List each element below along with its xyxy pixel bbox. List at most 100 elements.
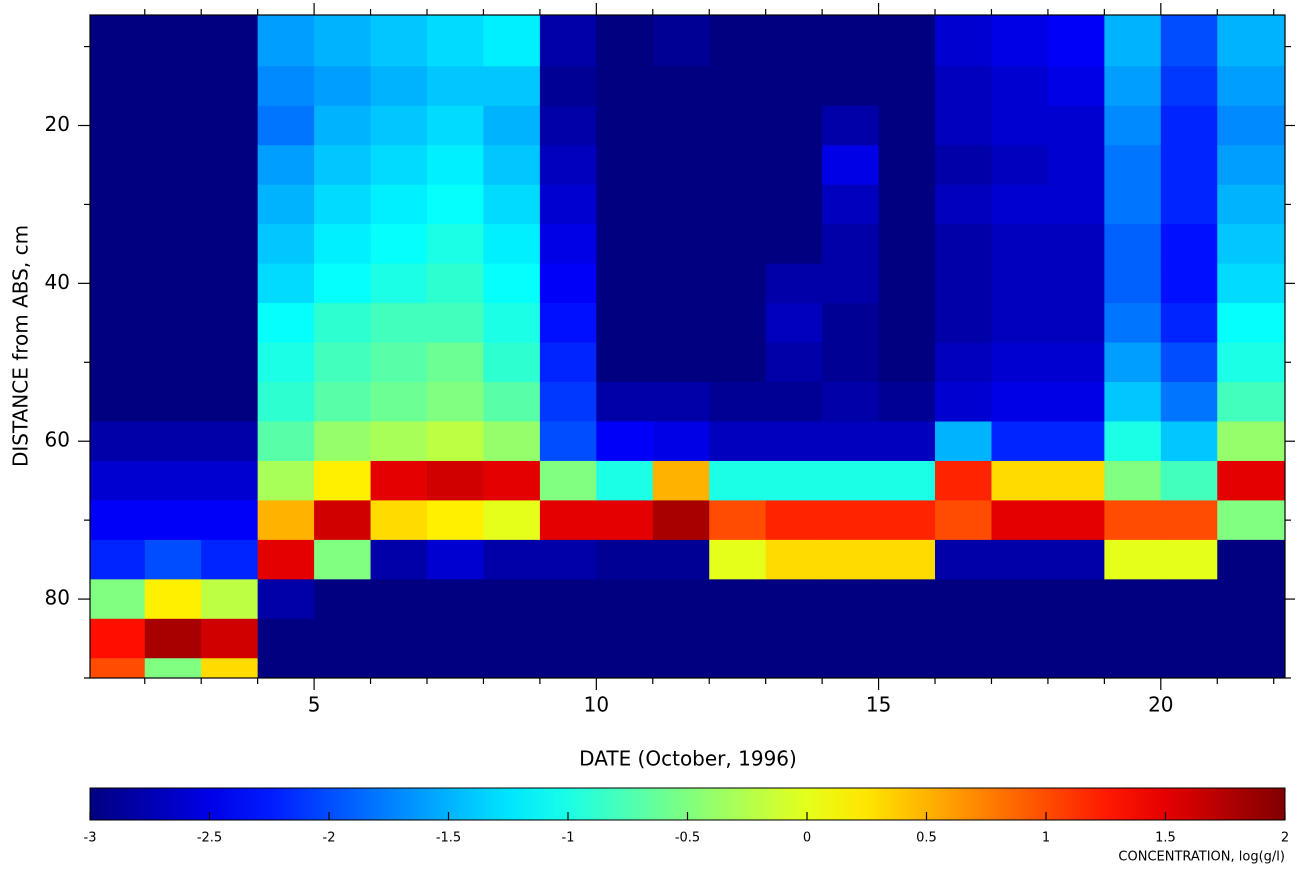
- heatmap-cell: [709, 184, 767, 225]
- heatmap-cell: [709, 658, 767, 679]
- heatmap-cell: [822, 342, 880, 383]
- heatmap-cell: [144, 658, 202, 679]
- heatmap-cell: [90, 224, 146, 265]
- heatmap-cell: [596, 342, 654, 383]
- heatmap-cell: [370, 421, 428, 462]
- heatmap-cell: [1047, 145, 1105, 186]
- heatmap-cell: [652, 263, 710, 304]
- heatmap-cell: [426, 382, 484, 422]
- colorbar-tick-label: -1.5: [436, 831, 461, 846]
- heatmap-cell: [991, 579, 1049, 620]
- heatmap-cell: [314, 263, 372, 304]
- heatmap-cell: [1047, 224, 1105, 265]
- heatmap-cell: [1217, 15, 1286, 67]
- heatmap-cell: [144, 15, 202, 67]
- heatmap-cell: [1160, 224, 1218, 265]
- colorbar-tick-label: -1: [562, 831, 575, 846]
- heatmap-cell: [1160, 421, 1218, 462]
- heatmap-cell: [1217, 500, 1286, 541]
- heatmap-cell: [1217, 460, 1286, 501]
- heatmap-cell: [709, 303, 767, 344]
- heatmap-cell: [483, 184, 541, 225]
- heatmap-cell: [1160, 579, 1218, 620]
- heatmap-cell: [709, 263, 767, 304]
- heatmap-cell: [201, 500, 259, 541]
- heatmap-cell: [1047, 658, 1105, 679]
- heatmap-cell: [370, 539, 428, 580]
- heatmap-cell: [426, 618, 484, 659]
- heatmap-cell: [1217, 342, 1286, 383]
- heatmap-cell: [1104, 460, 1162, 501]
- x-axis-label: DATE (October, 1996): [579, 747, 797, 771]
- heatmap-cell: [90, 15, 146, 67]
- heatmap-cell: [257, 382, 315, 422]
- heatmap-cell: [539, 382, 597, 422]
- heatmap-cell: [878, 658, 936, 679]
- heatmap-cell: [314, 15, 372, 67]
- heatmap-cell: [765, 658, 823, 679]
- heatmap-cell: [201, 382, 259, 422]
- heatmap-cell: [314, 579, 372, 620]
- plot-frame: [89, 14, 1286, 679]
- heatmap-cell: [483, 224, 541, 265]
- heatmap-cell: [201, 66, 259, 107]
- heatmap-cell: [90, 618, 146, 659]
- heatmap-cell: [1160, 263, 1218, 304]
- colorbar-tick-label: 1: [1042, 831, 1050, 846]
- heatmap-cell: [1217, 145, 1286, 186]
- heatmap-cell: [935, 105, 992, 146]
- heatmap-cell: [1047, 539, 1105, 580]
- heatmap-cell: [652, 303, 710, 344]
- heatmap-cell: [426, 342, 484, 383]
- heatmap-cell: [878, 539, 936, 580]
- heatmap-cell: [539, 15, 597, 67]
- heatmap-cell: [652, 618, 710, 659]
- heatmap-cell: [765, 539, 823, 580]
- heatmap-cell: [90, 66, 146, 107]
- colorbar-tick-label: 0.5: [916, 831, 937, 846]
- heatmap-cell: [539, 303, 597, 344]
- heatmap-cell: [483, 15, 541, 67]
- heatmap-cell: [90, 500, 146, 541]
- heatmap-cell: [483, 658, 541, 679]
- heatmap-cell: [1160, 15, 1218, 67]
- heatmap-cell: [539, 224, 597, 265]
- heatmap-cell: [596, 105, 654, 146]
- x-tick-label: 20: [1148, 693, 1173, 717]
- heatmap-cell: [144, 382, 202, 422]
- heatmap-cell: [935, 145, 992, 186]
- heatmap-cell: [539, 342, 597, 383]
- heatmap-cell: [483, 579, 541, 620]
- heatmap-cell: [90, 342, 146, 383]
- heatmap-cell: [652, 421, 710, 462]
- heatmap-cell: [426, 500, 484, 541]
- heatmap-cell: [483, 263, 541, 304]
- heatmap-cell: [822, 421, 880, 462]
- heatmap-cell: [1217, 382, 1286, 422]
- heatmap-cell: [878, 618, 936, 659]
- heatmap-cell: [935, 500, 992, 541]
- heatmap-cell: [90, 184, 146, 225]
- heatmap-cell: [596, 658, 654, 679]
- heatmap-cell: [1217, 618, 1286, 659]
- heatmap-cell: [765, 618, 823, 659]
- heatmap-cell: [935, 224, 992, 265]
- heatmap-cell: [539, 460, 597, 501]
- heatmap-cell: [709, 145, 767, 186]
- heatmap-cell: [1104, 145, 1162, 186]
- heatmap-cell: [652, 460, 710, 501]
- heatmap-cell: [709, 539, 767, 580]
- heatmap-cell: [1104, 618, 1162, 659]
- heatmap-cell: [314, 539, 372, 580]
- heatmap-cell: [144, 263, 202, 304]
- heatmap-cell: [483, 303, 541, 344]
- heatmap-cell: [1047, 303, 1105, 344]
- heatmap-cell: [991, 263, 1049, 304]
- heatmap-cell: [314, 618, 372, 659]
- heatmap-cell: [144, 224, 202, 265]
- heatmap-cell: [1047, 500, 1105, 541]
- heatmap-cell: [878, 263, 936, 304]
- heatmap-cell: [878, 421, 936, 462]
- heatmap-cell: [257, 579, 315, 620]
- heatmap-cell: [257, 224, 315, 265]
